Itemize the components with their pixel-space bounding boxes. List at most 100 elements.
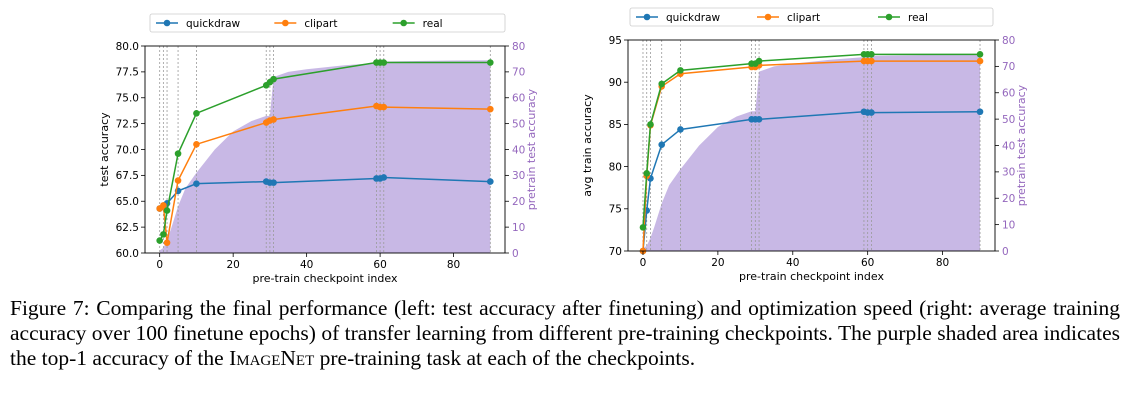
data-point-quickdraw [976, 108, 984, 116]
data-point-real [658, 80, 666, 88]
data-point-real [193, 109, 200, 117]
legend-label-quickdraw: quickdraw [186, 18, 241, 30]
pretrain-accuracy-area [159, 60, 491, 254]
data-point-real [755, 57, 763, 65]
y-tick-label: 77.5 [116, 67, 139, 79]
y2-tick-label: 80 [512, 41, 525, 53]
y-tick-label: 85 [609, 119, 622, 131]
data-point-clipart [163, 239, 171, 246]
legend-label-real: real [423, 18, 443, 30]
data-point-clipart [976, 57, 984, 65]
y2-tick-label: 60 [1002, 88, 1015, 100]
y2-tick-label: 20 [512, 196, 525, 208]
data-point-real [647, 121, 654, 128]
x-tick-label: 60 [373, 259, 386, 271]
x-tick-label: 0 [640, 257, 647, 269]
y2-tick-label: 70 [512, 67, 525, 79]
caption-imagenet: ImageNet [229, 346, 315, 370]
y-axis-label: test accuracy [98, 112, 111, 187]
caption-text-part2: pre-training task at each of the checkpo… [319, 346, 696, 370]
legend-marker [643, 13, 651, 21]
x-tick-label: 0 [156, 259, 163, 271]
y2-axis-label: pretrain test accuracy [1015, 84, 1028, 206]
data-point-quickdraw [658, 141, 666, 148]
data-point-clipart [380, 103, 388, 111]
y2-tick-label: 80 [1002, 35, 1015, 47]
x-tick-label: 80 [936, 257, 949, 269]
legend-marker [400, 19, 407, 27]
data-point-quickdraw [868, 109, 875, 116]
left-chart: 0 20 40 60 80 60.0 62.5 65.0 67.5 70.0 72.5 75.0 77.… [98, 13, 538, 285]
x-tick-label: 80 [447, 259, 460, 271]
legend-marker [885, 13, 893, 21]
legend-marker [282, 19, 289, 27]
data-point-clipart [160, 202, 167, 209]
y-tick-label: 95 [609, 35, 622, 47]
data-point-quickdraw [487, 178, 494, 185]
data-point-quickdraw [677, 126, 684, 133]
y2-tick-label: 30 [1002, 167, 1015, 179]
legend-box [629, 7, 994, 27]
data-point-clipart [193, 141, 200, 148]
data-point-clipart [270, 116, 277, 123]
data-point-quickdraw [193, 180, 200, 187]
y-tick-label: 70.0 [116, 144, 139, 156]
data-point-real [270, 75, 277, 83]
y2-tick-label: 0 [512, 248, 519, 260]
y-tick-label: 60.0 [116, 248, 139, 260]
data-point-real [163, 207, 171, 214]
x-axis-label: pre-train checkpoint index [739, 270, 884, 283]
legend-marker [163, 19, 171, 27]
x-axis-label: pre-train checkpoint index [253, 272, 398, 285]
data-point-real [643, 170, 651, 177]
y2-tick-label: 10 [1002, 219, 1015, 231]
data-point-real [174, 150, 182, 157]
y2-tick-label: 0 [1002, 246, 1009, 258]
y-tick-label: 90 [609, 77, 622, 89]
right-chart: 0 20 40 60 80 70 75 80 85 90 95 0 10 20 30 40 50 60 70 80 pr… [581, 7, 1028, 283]
y-tick-label: 80 [609, 161, 622, 173]
y-axis-label: avg train accuracy [581, 94, 594, 197]
y-tick-label: 75.0 [116, 93, 139, 105]
data-point-clipart [487, 105, 494, 113]
data-point-real [380, 59, 388, 66]
y-tick-label: 62.5 [116, 222, 139, 234]
data-point-real [868, 51, 875, 58]
y-tick-label: 72.5 [116, 118, 139, 130]
y-tick-label: 70 [609, 246, 622, 258]
legend-box [149, 13, 506, 33]
y-tick-label: 75 [609, 204, 622, 216]
y-tick-label: 67.5 [116, 170, 139, 182]
legend-label-clipart: clipart [304, 18, 337, 30]
y2-tick-label: 40 [512, 144, 525, 156]
x-tick-label: 60 [861, 257, 874, 269]
pretrain-accuracy-area [642, 54, 981, 251]
data-point-real [677, 67, 684, 74]
data-point-quickdraw [270, 179, 277, 186]
data-point-real [976, 51, 984, 58]
caption-label: Figure 7: [10, 296, 90, 320]
y2-tick-label: 10 [512, 222, 525, 234]
legend-label-quickdraw: quickdraw [666, 12, 721, 24]
legend-marker [764, 13, 772, 21]
legend-label-clipart: clipart [787, 12, 820, 24]
y2-tick-label: 50 [1002, 114, 1015, 126]
data-point-real [156, 237, 163, 244]
legend-label-real: real [908, 12, 928, 24]
y2-tick-label: 30 [512, 170, 525, 182]
data-point-real [160, 231, 167, 238]
data-point-clipart [868, 57, 875, 65]
data-point-real [487, 59, 494, 66]
data-point-real [639, 224, 647, 231]
data-point-clipart [174, 177, 182, 184]
y-tick-label: 80.0 [116, 41, 139, 53]
data-point-quickdraw [380, 174, 388, 181]
y-tick-label: 65.0 [116, 196, 139, 208]
x-tick-label: 20 [226, 259, 239, 271]
caption-text-part1: Comparing the final performance (left: t… [10, 296, 1121, 370]
y2-tick-label: 20 [1002, 193, 1015, 205]
y2-tick-label: 60 [512, 93, 525, 105]
y2-tick-label: 40 [1002, 140, 1015, 152]
x-tick-label: 40 [300, 259, 313, 271]
